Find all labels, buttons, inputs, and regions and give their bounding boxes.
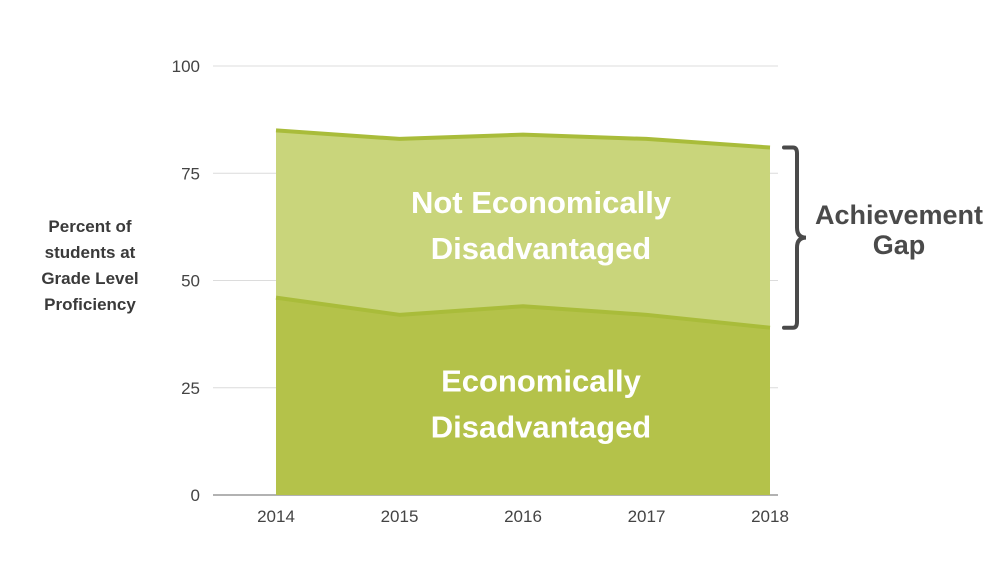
series-line [275, 295, 771, 330]
area-series [275, 128, 771, 495]
series-labels: Not Economically Disadvantaged Economicall… [411, 185, 672, 444]
y-axis-label: Percent of students at Grade Level Profi… [30, 214, 150, 318]
y-tick-label: 50 [181, 272, 200, 291]
y-axis-label-line: students at [44, 243, 136, 262]
achievement-gap-label-line: Gap [872, 230, 926, 260]
series-label: Disadvantaged [431, 410, 652, 445]
x-tick-label: 2017 [628, 507, 666, 526]
x-axis-ticks: 2014 2015 2016 2017 2018 [257, 507, 789, 526]
y-tick-label: 25 [181, 379, 200, 398]
achievement-gap-label-line: Achievement [814, 200, 984, 230]
achievement-gap-brace [782, 145, 807, 330]
achievement-gap-label: Achievement Gap [806, 200, 992, 260]
series-label: Not Economically [411, 185, 672, 220]
y-axis-label-line: Percent of [48, 217, 132, 236]
series-label: Economically [441, 364, 642, 399]
y-tick-label: 100 [172, 57, 200, 76]
series-label: Disadvantaged [431, 231, 652, 266]
y-axis-label-line: Grade Level [41, 269, 139, 288]
y-tick-label: 0 [191, 486, 200, 505]
series-area [276, 297, 770, 495]
x-tick-label: 2018 [751, 507, 789, 526]
y-axis-label-line: Proficiency [44, 295, 136, 314]
y-axis-ticks: 0 25 50 75 100 [172, 57, 200, 505]
y-tick-label: 75 [181, 164, 200, 183]
x-tick-label: 2016 [504, 507, 542, 526]
x-tick-label: 2014 [257, 507, 295, 526]
series-line [275, 128, 771, 150]
x-tick-label: 2015 [381, 507, 419, 526]
